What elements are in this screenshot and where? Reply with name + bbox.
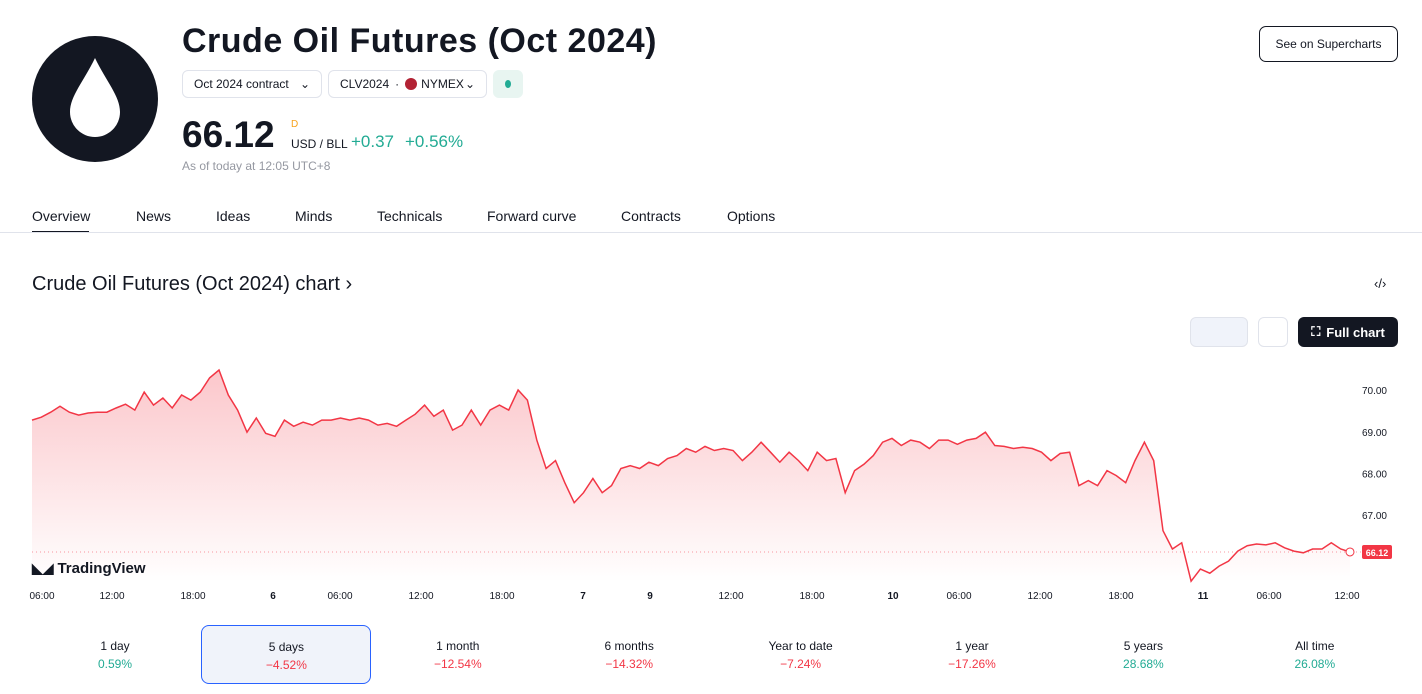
x-tick-label: 18:00 — [1108, 591, 1133, 602]
period-button[interactable]: 1 year −17.26% — [887, 625, 1057, 684]
tab[interactable]: Options — [727, 208, 776, 224]
period-change: −14.32% — [605, 657, 654, 671]
last-price-label: 66.12 — [1366, 548, 1389, 558]
period-button[interactable]: All time 26.08% — [1230, 625, 1400, 684]
snapshot-button[interactable] — [1258, 317, 1288, 347]
symbol-select[interactable]: CLV2024 · NYMEX ⌄ — [328, 70, 487, 98]
x-tick-label: 12:00 — [1027, 591, 1052, 602]
contract: Oct 2024 contract — [194, 77, 289, 91]
chart-title[interactable]: Crude Oil Futures (Oct 2024) chart › — [32, 273, 353, 295]
period-label: 6 months — [604, 639, 654, 653]
full-chart-text: Full chart — [1326, 324, 1385, 340]
period-label: 5 days — [268, 640, 305, 654]
period-label: All time — [1295, 639, 1335, 653]
period-change: 0.59% — [97, 657, 133, 671]
x-tick-label: 06:00 — [327, 591, 352, 602]
tab[interactable]: Contracts — [621, 208, 681, 224]
divider — [0, 232, 1422, 233]
period-change: 28.68% — [1123, 657, 1164, 671]
embed-icon[interactable]: ‹/› — [1374, 276, 1387, 291]
period-change: −7.24% — [780, 657, 822, 671]
symbol: CLV2024 — [340, 77, 390, 91]
market-status — [493, 70, 523, 98]
x-tick-label: 9 — [647, 591, 653, 602]
x-tick-label: 6 — [270, 591, 276, 602]
period-button[interactable]: 5 years 28.68% — [1058, 625, 1228, 684]
x-tick-label: 06:00 — [1256, 591, 1281, 602]
watermark: ◣◢ TradingView — [32, 560, 146, 577]
period-button[interactable]: 5 days −4.52% — [201, 625, 372, 684]
period-label: 1 year — [955, 639, 989, 653]
currency: USD / BLL — [291, 137, 348, 151]
y-tick-label: 68.00 — [1362, 470, 1387, 481]
change: +0.37 — [351, 132, 395, 151]
contract-select[interactable]: Oct 2024 contract ⌄ — [182, 70, 322, 98]
chart: 67.00 68.00 69.00 70.00 66.12 06:00 12:00 18:00… — [29, 368, 1392, 602]
x-tick-label: 10 — [887, 591, 899, 602]
period-label: 1 month — [436, 639, 480, 653]
y-tick-label: 69.00 — [1362, 428, 1387, 439]
x-tick-label: 06:00 — [29, 591, 54, 602]
period-button[interactable]: Year to date −7.24% — [716, 625, 886, 684]
x-tick-label: 12:00 — [408, 591, 433, 602]
tab[interactable]: Forward curve — [487, 208, 577, 224]
x-tick-label: 06:00 — [946, 591, 971, 602]
supercharts-button[interactable]: See on Supercharts — [1259, 26, 1398, 62]
period-change: −17.26% — [948, 657, 996, 671]
chart-title-text: Crude Oil Futures (Oct 2024) chart — [32, 273, 340, 295]
full-chart-button[interactable]: ⛶ Full chart — [1298, 317, 1398, 347]
x-tick-label: 12:00 — [99, 591, 124, 602]
x-tick-label: 12:00 — [1334, 591, 1359, 602]
logo — [32, 36, 158, 162]
x-tick-label: 12:00 — [718, 591, 743, 602]
tab[interactable]: Technicals — [377, 208, 443, 224]
period-change: −4.52% — [265, 658, 307, 672]
y-tick-label: 67.00 — [1362, 511, 1387, 522]
x-tick-label: 18:00 — [489, 591, 514, 602]
period-change: 26.08% — [1294, 657, 1336, 671]
area — [32, 370, 1350, 582]
chart-style-toggle[interactable] — [1190, 317, 1248, 347]
period-button[interactable]: 6 months −14.32% — [544, 625, 714, 684]
tab[interactable]: Overview — [32, 208, 91, 224]
price: 66.12 — [182, 114, 275, 155]
as-of: As of today at 12:05 UTC+8 — [182, 159, 331, 173]
y-tick-label: 70.00 — [1362, 386, 1387, 397]
title: Crude Oil Futures (Oct 2024) — [182, 22, 657, 60]
period-label: 1 day — [100, 639, 130, 653]
period-label: Year to date — [768, 639, 833, 653]
x-tick-label: 11 — [1198, 591, 1209, 602]
price-flag: D — [291, 119, 299, 130]
change-pct: +0.56% — [405, 132, 464, 151]
exchange: NYMEX — [421, 77, 464, 91]
tab[interactable]: Ideas — [216, 208, 251, 224]
period-change: −12.54% — [433, 657, 482, 671]
tab[interactable]: Minds — [295, 208, 333, 224]
watermark-text: TradingView — [57, 560, 146, 577]
x-tick-label: 18:00 — [799, 591, 824, 602]
period-label: 5 years — [1123, 639, 1164, 653]
period-button[interactable]: 1 day 0.59% — [30, 625, 200, 684]
line — [31, 368, 1351, 583]
x-tick-label: 18:00 — [180, 591, 205, 602]
x-tick-label: 7 — [580, 591, 586, 602]
last-price-box — [1362, 544, 1392, 559]
last-point — [1345, 547, 1355, 557]
period-button[interactable]: 1 month −12.54% — [373, 625, 543, 684]
tab[interactable]: News — [136, 208, 172, 224]
